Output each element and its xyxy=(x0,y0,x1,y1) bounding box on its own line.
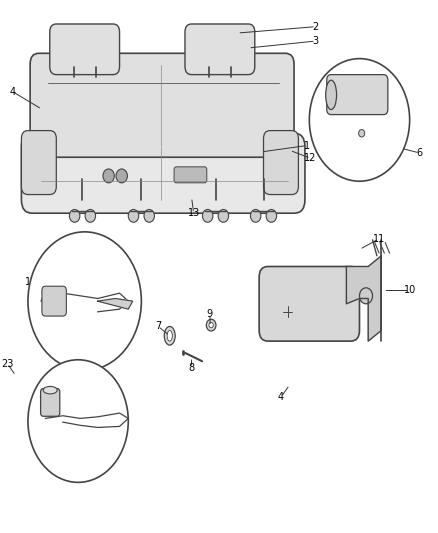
Circle shape xyxy=(359,130,365,137)
Polygon shape xyxy=(98,298,133,309)
FancyBboxPatch shape xyxy=(21,131,57,195)
Text: 7: 7 xyxy=(155,321,161,331)
Circle shape xyxy=(103,169,114,183)
FancyBboxPatch shape xyxy=(41,389,60,416)
Text: 23: 23 xyxy=(1,359,14,368)
Text: 5: 5 xyxy=(323,130,329,139)
Circle shape xyxy=(202,209,213,222)
Text: 6: 6 xyxy=(417,148,423,158)
Ellipse shape xyxy=(43,386,57,394)
Text: 16: 16 xyxy=(99,265,112,274)
Circle shape xyxy=(28,232,141,370)
Circle shape xyxy=(85,209,95,222)
FancyBboxPatch shape xyxy=(21,133,305,213)
Text: 3: 3 xyxy=(313,36,319,46)
FancyBboxPatch shape xyxy=(42,286,66,316)
Text: 18: 18 xyxy=(44,447,56,457)
FancyBboxPatch shape xyxy=(259,266,360,341)
FancyBboxPatch shape xyxy=(30,53,294,157)
Circle shape xyxy=(251,209,261,222)
FancyBboxPatch shape xyxy=(185,24,255,75)
FancyBboxPatch shape xyxy=(327,75,388,115)
Text: 8: 8 xyxy=(188,363,194,373)
Text: 4: 4 xyxy=(10,87,16,96)
Text: 9: 9 xyxy=(207,310,213,319)
Text: 14: 14 xyxy=(25,278,38,287)
Polygon shape xyxy=(346,256,381,341)
Circle shape xyxy=(116,169,127,183)
Circle shape xyxy=(28,360,128,482)
Text: 12: 12 xyxy=(304,154,317,163)
Text: 1: 1 xyxy=(304,141,310,150)
Ellipse shape xyxy=(206,319,216,331)
Text: 11: 11 xyxy=(373,234,385,244)
Text: 10: 10 xyxy=(403,286,416,295)
Circle shape xyxy=(309,59,410,181)
FancyBboxPatch shape xyxy=(50,24,120,75)
Text: 4: 4 xyxy=(278,392,284,402)
Ellipse shape xyxy=(209,322,213,328)
Circle shape xyxy=(69,209,80,222)
Ellipse shape xyxy=(326,80,336,110)
Text: 17: 17 xyxy=(61,392,74,402)
Circle shape xyxy=(266,209,276,222)
Text: 19: 19 xyxy=(92,458,105,467)
Ellipse shape xyxy=(164,326,175,345)
Text: 13: 13 xyxy=(187,208,200,218)
Circle shape xyxy=(218,209,229,222)
Text: 2: 2 xyxy=(313,22,319,31)
Circle shape xyxy=(144,209,155,222)
Circle shape xyxy=(128,209,139,222)
FancyBboxPatch shape xyxy=(174,167,207,183)
Ellipse shape xyxy=(167,330,172,341)
Text: 15: 15 xyxy=(39,332,51,342)
FancyBboxPatch shape xyxy=(264,131,298,195)
Circle shape xyxy=(360,288,373,304)
